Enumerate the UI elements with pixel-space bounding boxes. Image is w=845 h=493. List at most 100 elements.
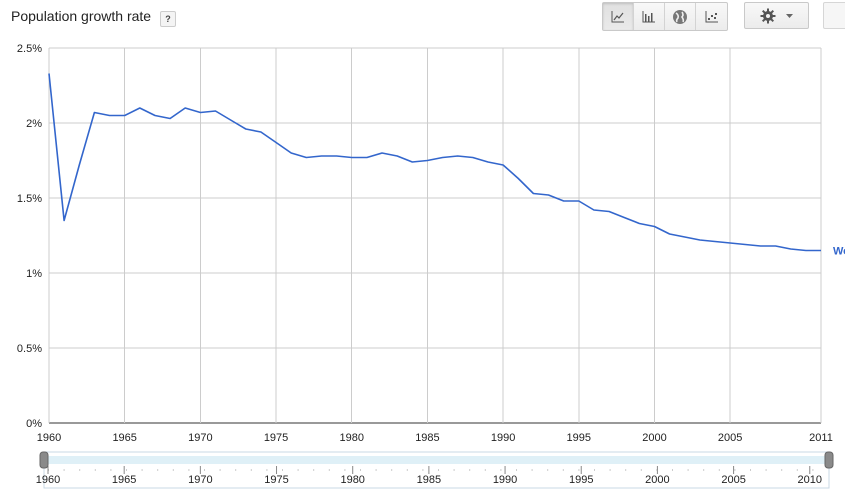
scatter-button[interactable] <box>696 3 727 30</box>
data-point <box>139 107 141 109</box>
chart-title: Population growth rate <box>11 8 152 24</box>
bar-chart-button[interactable] <box>634 3 665 30</box>
data-point <box>669 233 671 235</box>
data-point <box>320 155 322 157</box>
data-point <box>790 248 792 250</box>
globe-icon <box>673 9 687 24</box>
data-point <box>215 110 217 112</box>
y-tick-label: 2.5% <box>17 43 42 55</box>
bar-chart-icon <box>642 10 655 22</box>
data-point <box>336 155 338 157</box>
y-tick-label: 2% <box>26 118 42 130</box>
series-label: Wo <box>833 246 845 258</box>
data-point <box>820 250 822 252</box>
x-tick-label: 1960 <box>37 432 61 444</box>
range-slider-tick-label: 2000 <box>645 474 669 486</box>
y-tick-label: 0% <box>26 418 42 430</box>
range-slider-tick-label: 1980 <box>340 474 364 486</box>
data-point <box>563 200 565 202</box>
data-point <box>199 112 201 114</box>
data-point <box>184 107 186 109</box>
range-slider-left-handle[interactable] <box>39 451 49 469</box>
data-point <box>442 157 444 159</box>
y-tick-label: 1% <box>26 268 42 280</box>
data-point <box>548 194 550 196</box>
data-point <box>502 164 504 166</box>
range-slider-tick-label: 1965 <box>112 474 136 486</box>
range-slider-right-handle[interactable] <box>824 451 834 469</box>
data-point <box>366 157 368 159</box>
gear-icon <box>760 8 776 23</box>
x-tick-label: 2000 <box>642 432 666 444</box>
data-point <box>109 115 111 117</box>
range-slider-tick-label: 1960 <box>36 474 60 486</box>
data-point <box>124 115 126 117</box>
data-point <box>381 152 383 154</box>
data-point <box>48 73 50 75</box>
data-point <box>578 200 580 202</box>
data-point <box>623 217 625 219</box>
x-tick-label: 1990 <box>491 432 515 444</box>
data-point <box>154 115 156 117</box>
x-tick-label: 1975 <box>264 432 288 444</box>
x-tick-label: 1995 <box>567 432 591 444</box>
range-slider-tick-label: 2010 <box>798 474 822 486</box>
data-point <box>472 157 474 159</box>
data-point <box>63 220 65 222</box>
data-point <box>426 160 428 162</box>
data-point <box>245 128 247 130</box>
caret-down-icon <box>786 13 793 18</box>
data-point <box>775 245 777 247</box>
range-slider-tick-label: 1990 <box>493 474 517 486</box>
line-chart-button[interactable] <box>603 3 634 30</box>
data-point <box>411 161 413 163</box>
x-tick-label: 1980 <box>340 432 364 444</box>
range-slider-tick-label: 1975 <box>264 474 288 486</box>
data-point <box>396 155 398 157</box>
data-point <box>744 244 746 246</box>
data-point <box>729 242 731 244</box>
data-point <box>290 152 292 154</box>
data-point <box>457 155 459 157</box>
data-point <box>593 209 595 211</box>
share-button[interactable] <box>823 2 845 29</box>
data-point <box>230 119 232 121</box>
data-point <box>351 157 353 159</box>
data-point <box>759 245 761 247</box>
x-tick-label: 2005 <box>718 432 742 444</box>
data-point <box>653 226 655 228</box>
range-slider-selection <box>48 456 825 464</box>
data-point <box>684 236 686 238</box>
series-line <box>48 73 821 252</box>
data-point <box>487 161 489 163</box>
data-point <box>305 157 307 159</box>
line-chart-icon <box>611 10 624 22</box>
range-slider-tick-label: 1995 <box>569 474 593 486</box>
chart-type-toolbar <box>602 2 728 31</box>
range-slider-tick-label: 2005 <box>721 474 745 486</box>
x-tick-label: 1985 <box>415 432 439 444</box>
map-button[interactable] <box>665 3 696 30</box>
data-point <box>275 142 277 144</box>
data-point <box>517 178 519 180</box>
data-point <box>699 239 701 241</box>
y-tick-label: 0.5% <box>17 343 42 355</box>
y-tick-label: 1.5% <box>17 193 42 205</box>
data-point <box>532 193 534 195</box>
help-button[interactable]: ? <box>160 11 176 27</box>
x-tick-label: 1965 <box>112 432 136 444</box>
data-point <box>638 223 640 225</box>
settings-button[interactable] <box>744 2 809 29</box>
range-slider-tick-label: 1985 <box>417 474 441 486</box>
data-point <box>805 250 807 252</box>
x-tick-label: 1970 <box>188 432 212 444</box>
data-point <box>260 131 262 133</box>
data-point <box>93 112 95 114</box>
data-point <box>608 211 610 213</box>
data-point <box>78 164 80 166</box>
scatter-plot-icon <box>705 10 718 22</box>
data-point <box>169 118 171 120</box>
data-point <box>714 241 716 243</box>
x-tick-label: 2011 <box>809 432 833 444</box>
